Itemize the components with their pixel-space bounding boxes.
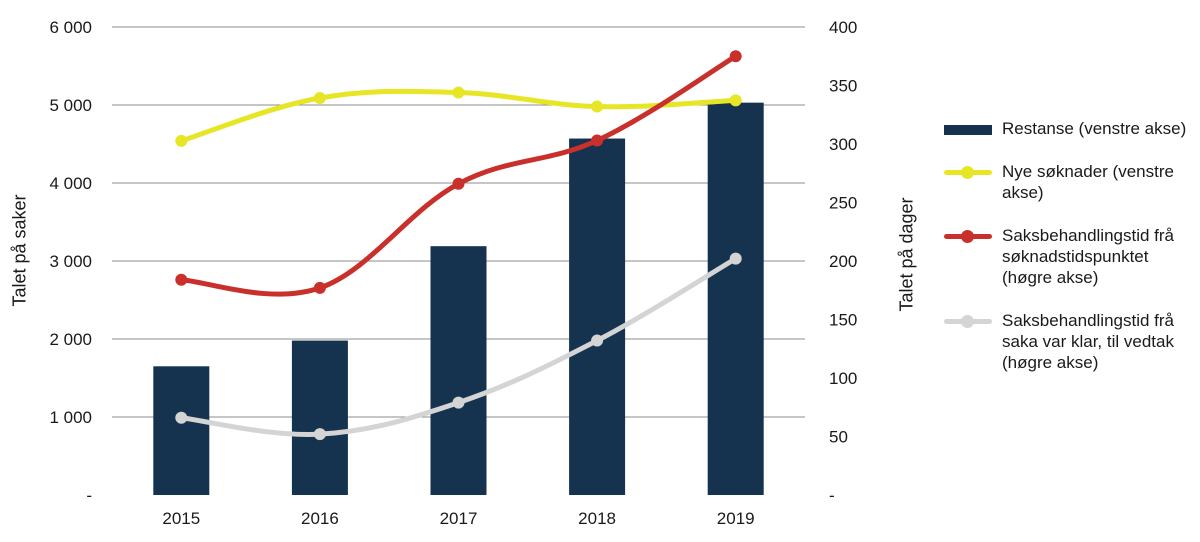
y-right-tick-labels: - 50 100 150 200 250 300 350 400 [829, 18, 857, 505]
line-point [175, 273, 188, 286]
y-right-tick-label: 200 [829, 252, 857, 271]
x-tick-label: 2018 [578, 509, 616, 528]
bars [153, 102, 764, 496]
lines [175, 50, 742, 441]
legend: Restanse (venstre akse) Nye søknader (ve… [940, 118, 1198, 395]
series-line [178, 88, 739, 144]
legend-item-saksbehandlingstid-soknad: Saksbehandlingstid frå søknadstidspunkte… [940, 225, 1198, 288]
y-left-tick-labels: - 1 000 2 000 3 000 4 000 5 000 6 000 [49, 18, 92, 505]
x-tick-label: 2019 [717, 509, 755, 528]
y-right-tick-label: 100 [829, 369, 857, 388]
bar [291, 340, 348, 495]
line-point [313, 281, 326, 294]
y-left-tick-label: 3 000 [49, 252, 92, 271]
line-point [452, 396, 465, 409]
y-right-tick-label: 50 [829, 428, 848, 447]
legend-label: Saksbehandlingstid frå saka var klar, ti… [1002, 311, 1175, 372]
y-left-axis-title: Talet på saker [9, 193, 30, 307]
legend-item-saksbehandlingstid-klar: Saksbehandlingstid frå saka var klar, ti… [940, 310, 1198, 373]
line-point [313, 91, 326, 104]
x-tick-label: 2016 [301, 509, 339, 528]
y-right-tick-label: 150 [829, 311, 857, 330]
line-point [729, 252, 742, 265]
x-tick-label: 2015 [162, 509, 200, 528]
y-right-tick-label: 400 [829, 18, 857, 37]
bar [430, 246, 487, 495]
line-point [729, 94, 742, 107]
legend-swatch-bar [944, 125, 992, 135]
line-point [175, 134, 188, 147]
y-right-tick-label: 300 [829, 135, 857, 154]
bar [153, 366, 210, 495]
legend-label: Restanse (venstre akse) [1002, 119, 1187, 138]
line-point [313, 428, 326, 441]
legend-item-nye-soknader: Nye søknader (venstre akse) [940, 161, 1198, 203]
legend-swatch-line [944, 315, 992, 328]
y-right-axis-title: Talet på dager [896, 196, 917, 312]
line-point [452, 86, 465, 99]
bar [707, 102, 764, 495]
y-left-tick-label: 4 000 [49, 174, 92, 193]
legend-swatch-line [944, 166, 992, 179]
legend-label: Nye søknader (venstre akse) [1002, 162, 1174, 202]
legend-swatch-line [944, 230, 992, 243]
line-point [591, 134, 604, 147]
line-point [175, 411, 188, 424]
line-point [591, 334, 604, 347]
line-point [729, 50, 742, 63]
y-left-tick-label: 1 000 [49, 408, 92, 427]
x-tick-labels: 2015 2016 2017 2018 2019 [162, 509, 754, 528]
y-left-tick-label: 2 000 [49, 330, 92, 349]
legend-label: Saksbehandlingstid frå søknadstidspunkte… [1002, 226, 1175, 287]
x-tick-label: 2017 [440, 509, 478, 528]
legend-item-restanse: Restanse (venstre akse) [940, 118, 1198, 139]
y-right-tick-label: 350 [829, 77, 857, 96]
line-point [452, 177, 465, 190]
y-left-tick-label: 5 000 [49, 96, 92, 115]
y-right-tick-label: - [829, 486, 835, 505]
y-right-tick-label: 250 [829, 194, 857, 213]
line-point [591, 100, 604, 113]
y-left-tick-label: - [86, 486, 92, 505]
y-left-tick-label: 6 000 [49, 18, 92, 37]
bar [569, 138, 626, 496]
